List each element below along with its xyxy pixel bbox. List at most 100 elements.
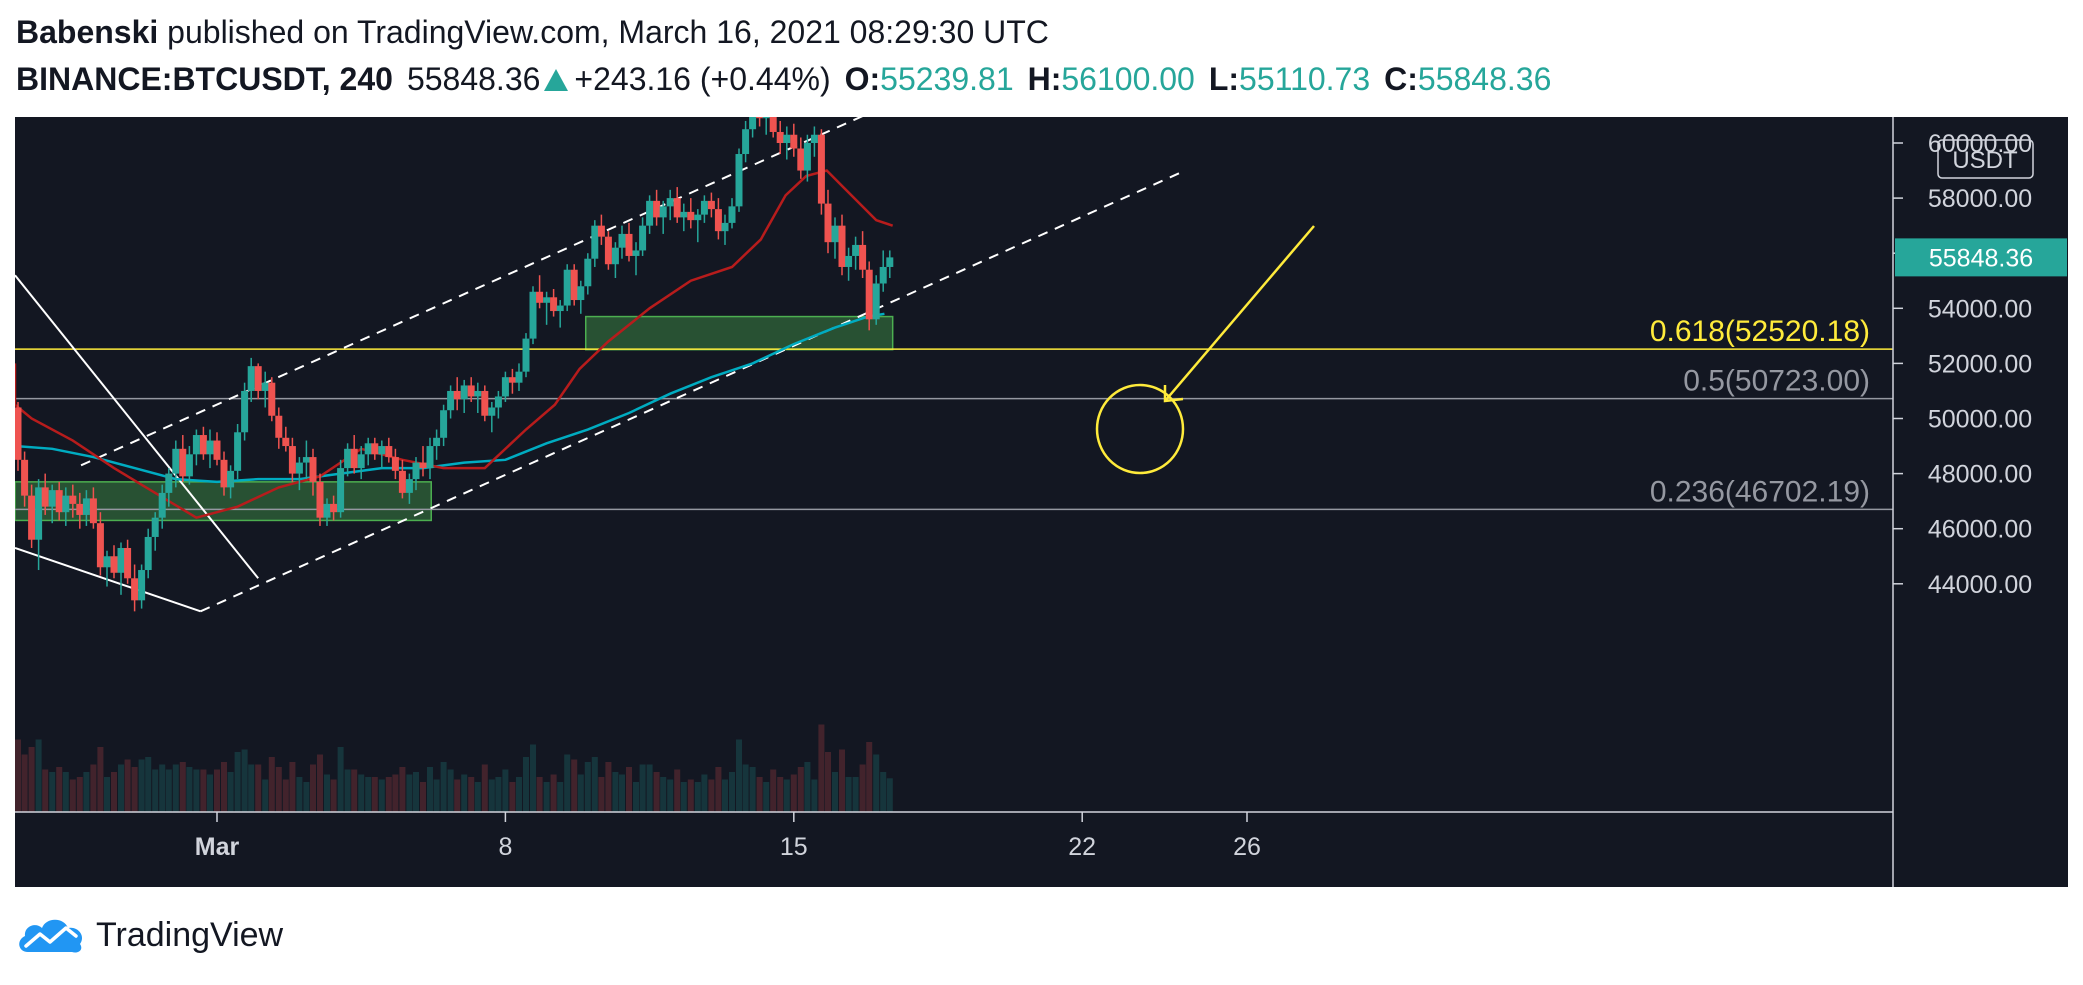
candle-body (357, 454, 365, 469)
last-price-label: 55848.36 (1895, 238, 2067, 277)
volume-bar (715, 767, 722, 812)
candle-body (398, 470, 406, 493)
yellow-arrow-head (1163, 385, 1184, 403)
candle-body (694, 214, 702, 221)
fib-label-1: 0.618(52520.18) (1650, 315, 1870, 348)
volume-bar (324, 774, 331, 812)
candle-body (666, 198, 674, 207)
volume-bar (832, 772, 838, 812)
candle-body (680, 211, 688, 218)
volume-bar (221, 762, 228, 812)
time-tick-label: 8 (498, 833, 512, 861)
volume-bar (653, 772, 660, 812)
time-axis[interactable]: Mar 8 15 22 26 (195, 812, 1261, 861)
volume-bar (680, 782, 687, 812)
volume-bar (42, 769, 49, 812)
candle-body (687, 211, 695, 221)
tradingview-footer[interactable]: TradingView (16, 910, 283, 960)
volume-bar (227, 772, 234, 812)
candle-body (35, 487, 43, 540)
candle-body (646, 200, 654, 226)
candle-body (838, 225, 846, 267)
volume-bar (852, 777, 859, 812)
close-label: C: (1384, 61, 1418, 97)
candle-body (179, 448, 187, 477)
candle-body (481, 390, 489, 416)
ma-fast-line (15, 169, 894, 520)
candle-body (378, 446, 386, 455)
candle-body (110, 556, 118, 573)
time-tick-label: Mar (195, 833, 240, 861)
currency-label: USDT (1952, 147, 2018, 174)
candle-body (124, 547, 132, 579)
candle-body (570, 269, 578, 301)
candle-body (659, 206, 667, 218)
candle-body (15, 407, 22, 460)
symbol-label[interactable]: BINANCE:BTCUSDT, 240 (16, 61, 393, 97)
candle-body (254, 366, 262, 391)
candle-body (597, 225, 605, 237)
volume-bar (152, 769, 159, 812)
volume-bar (481, 764, 488, 812)
volume-bar (344, 769, 351, 812)
price-chart[interactable]: 0.618(52520.18) 0.5(50723.00) 0.236(46702.… (15, 117, 2068, 887)
volume-bar (729, 772, 735, 812)
candle-body (385, 446, 393, 458)
volume-bar (337, 747, 344, 812)
candle-body (316, 481, 324, 518)
time-tick-label: 26 (1233, 833, 1261, 861)
volume-bar (172, 764, 179, 812)
candle-body (151, 517, 159, 537)
candle-body (673, 198, 681, 218)
volume-bar (488, 779, 495, 812)
volume-bar (371, 777, 378, 812)
candle-body (721, 222, 729, 232)
volume-bar (584, 762, 591, 812)
candle-body (213, 440, 221, 460)
candle-body (543, 297, 551, 303)
candle-body (412, 462, 420, 480)
volume-bar (97, 747, 104, 812)
candle-body (405, 479, 413, 493)
candle-body (845, 255, 853, 267)
candle-body (639, 225, 647, 251)
volume-bar (804, 762, 811, 812)
volume-bar (241, 749, 248, 812)
candle-body (790, 134, 798, 149)
candle-body (350, 448, 358, 469)
candle-body (433, 437, 441, 447)
candle-body (453, 390, 461, 400)
candle-body (536, 291, 544, 303)
published-text: published on TradingView.com, March 16, … (158, 14, 1049, 50)
candle-body (206, 440, 214, 455)
volume-bar (468, 777, 475, 812)
candles (15, 117, 894, 812)
candle-body (474, 390, 482, 397)
volume-bar (783, 779, 790, 812)
channel-upper-line (80, 117, 863, 467)
volume-bar (159, 764, 166, 812)
open-value: 55239.81 (880, 61, 1014, 97)
symbol-info-line: BINANCE:BTCUSDT, 240 55848.36 +243.16 (+0.… (16, 58, 1551, 100)
candle-body (707, 200, 715, 210)
volume-bar (193, 769, 200, 812)
up-triangle-icon (544, 68, 569, 91)
volume-bar (90, 764, 97, 812)
volume-bar (165, 769, 172, 812)
candle-body (89, 498, 97, 524)
candle-body (330, 503, 338, 513)
volume-bar (873, 754, 880, 812)
candle-body (227, 470, 235, 488)
volume-bar (255, 764, 262, 812)
candle-body (797, 148, 805, 171)
candle-body (700, 200, 708, 215)
volume-bar (69, 779, 76, 812)
volume-bar (303, 782, 310, 812)
author-name[interactable]: Babenski (16, 14, 159, 50)
candle-body (529, 291, 537, 339)
price-tick-label: 48000.00 (1928, 461, 2032, 489)
candle-body (261, 382, 269, 391)
candle-body (199, 435, 207, 455)
publication-line: Babenski published on TradingView.com, M… (16, 12, 1049, 52)
wedge-line-2 (15, 547, 201, 613)
